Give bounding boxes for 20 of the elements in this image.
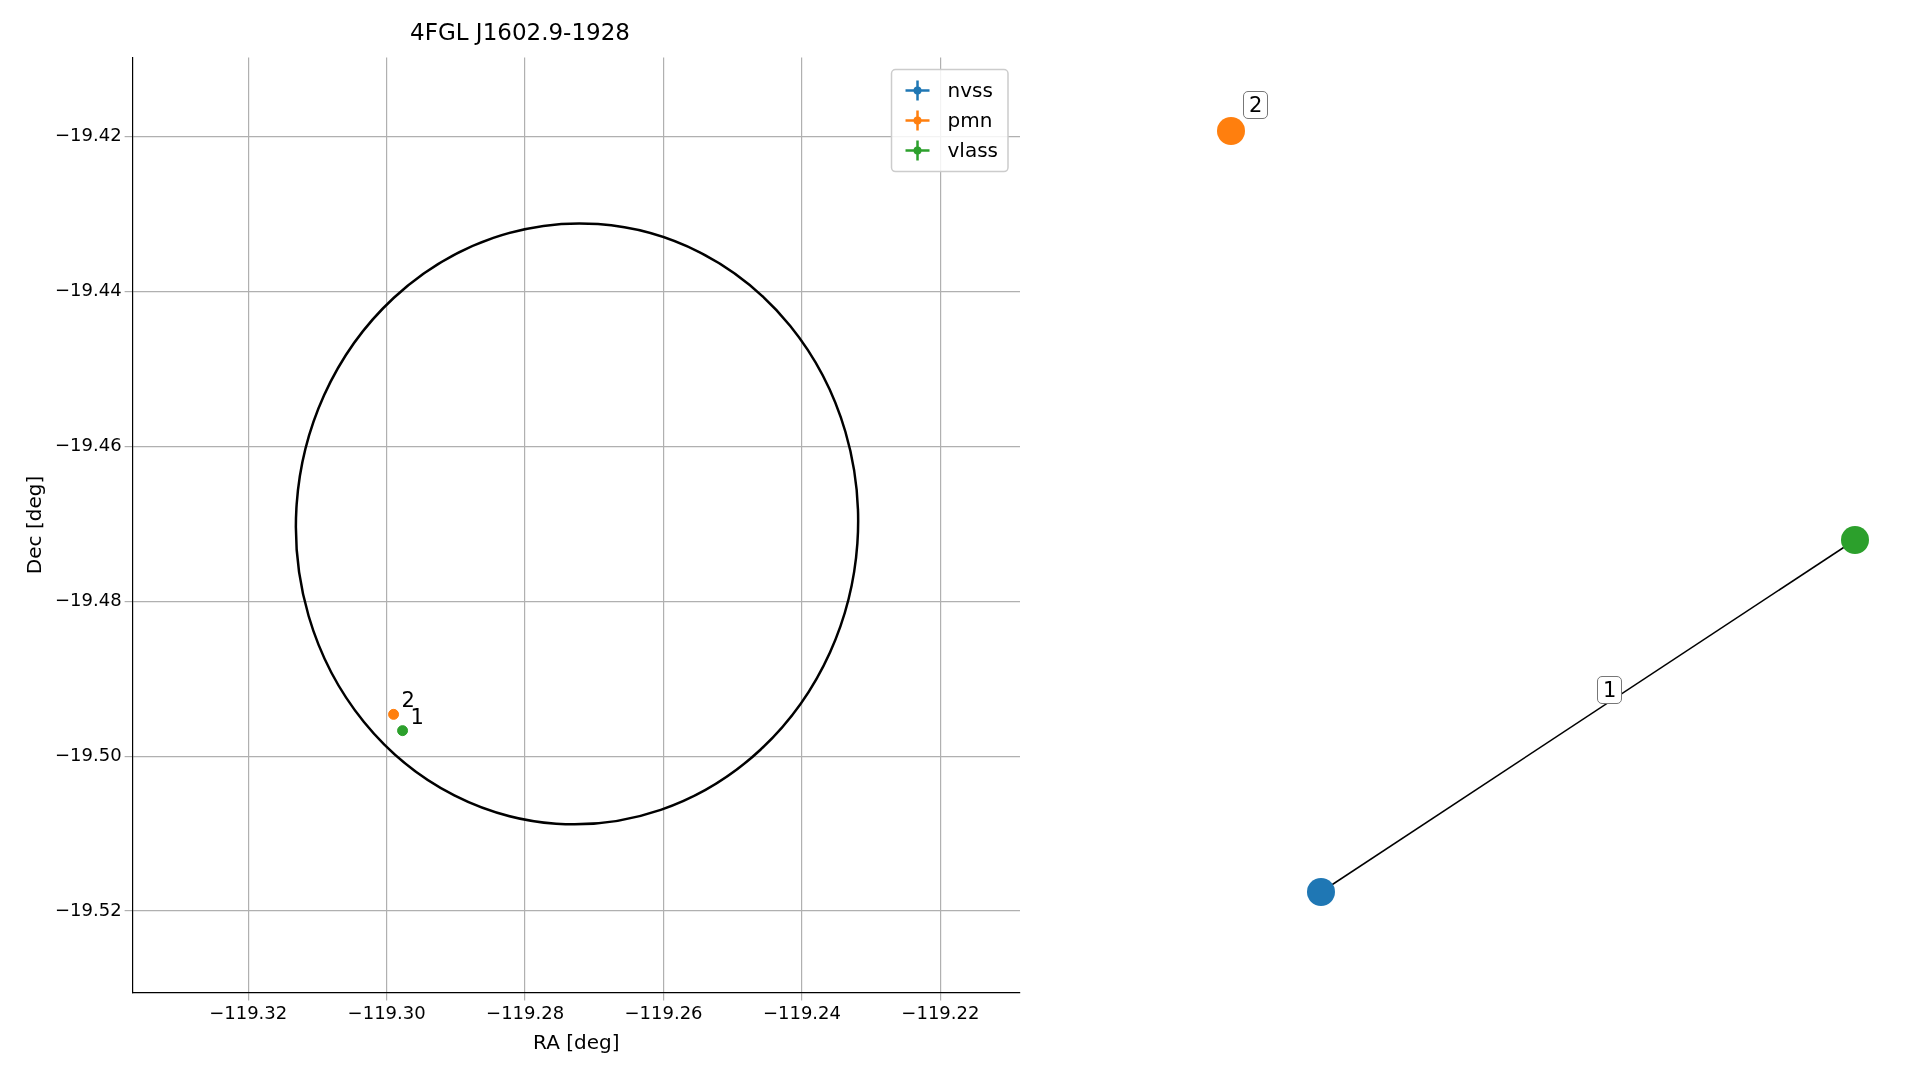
y-axis-title: Dec [deg]	[22, 475, 47, 575]
legend-label: vlass	[947, 137, 999, 162]
text: 2	[1243, 91, 1269, 119]
y-tick-label: −19.42	[54, 124, 122, 146]
x-tick-label: −119.28	[486, 1001, 565, 1023]
x-tick-label: −119.24	[762, 1001, 841, 1023]
y-tick-label: −19.48	[54, 588, 122, 610]
y-tick-label: −19.52	[54, 898, 122, 920]
text: 1	[1597, 676, 1623, 704]
chart-title: 4FGL J1602.9-1928	[410, 18, 630, 45]
x-tick-label: −119.26	[624, 1001, 703, 1023]
x-tick-label: −119.32	[209, 1001, 288, 1023]
y-tick-label: −19.44	[54, 279, 122, 301]
x-tick-label: −119.30	[347, 1001, 426, 1023]
legend-label: nvss	[947, 77, 993, 102]
y-tick-label: −19.50	[54, 743, 122, 765]
legend-label: pmn	[947, 107, 993, 132]
x-tick-label: −119.22	[901, 1001, 980, 1023]
x-axis-title: RA [deg]	[533, 1030, 620, 1055]
y-tick-label: −19.46	[54, 434, 122, 456]
